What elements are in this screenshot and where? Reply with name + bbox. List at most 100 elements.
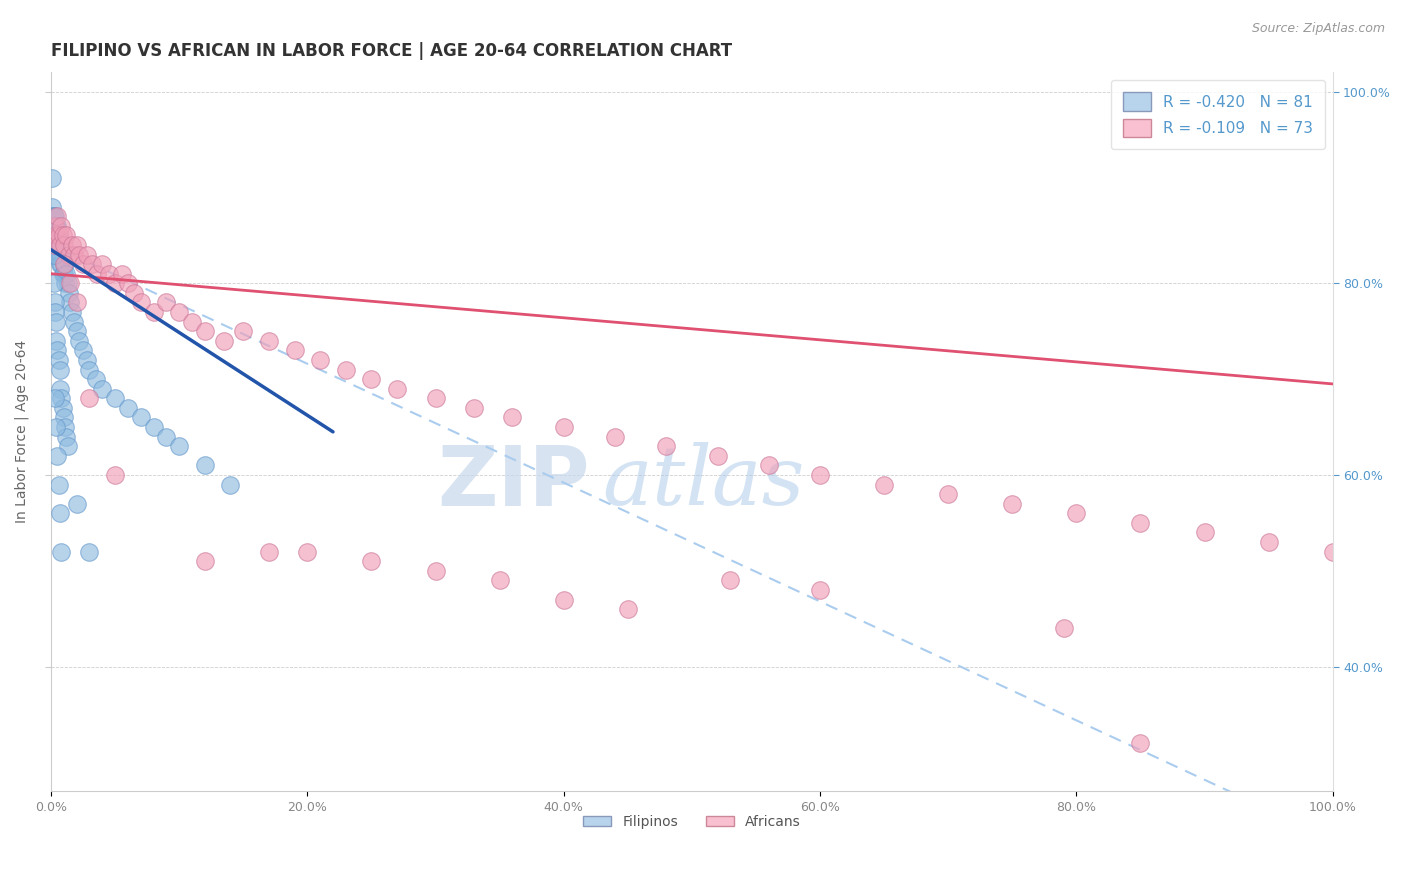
Point bbox=[42, 238, 65, 252]
Point bbox=[212, 334, 235, 348]
Point bbox=[46, 228, 69, 243]
Point bbox=[49, 238, 72, 252]
Point bbox=[1129, 736, 1152, 750]
Point bbox=[49, 382, 72, 396]
Point bbox=[51, 247, 73, 261]
Point bbox=[603, 430, 626, 444]
Point bbox=[56, 439, 79, 453]
Point bbox=[283, 343, 305, 358]
Point bbox=[194, 554, 217, 568]
Point bbox=[655, 439, 678, 453]
Legend: Filipinos, Africans: Filipinos, Africans bbox=[578, 810, 806, 835]
Point bbox=[46, 247, 69, 261]
Point bbox=[1129, 516, 1152, 530]
Point bbox=[53, 420, 76, 434]
Point bbox=[79, 362, 101, 376]
Point bbox=[360, 372, 382, 386]
Point bbox=[67, 334, 90, 348]
Point bbox=[167, 305, 190, 319]
Text: Source: ZipAtlas.com: Source: ZipAtlas.com bbox=[1251, 22, 1385, 36]
Point bbox=[42, 228, 65, 243]
Point bbox=[553, 592, 575, 607]
Point bbox=[488, 574, 510, 588]
Point bbox=[309, 353, 332, 368]
Point bbox=[49, 247, 72, 261]
Point bbox=[617, 602, 640, 616]
Point bbox=[59, 295, 82, 310]
Point bbox=[86, 267, 108, 281]
Point bbox=[124, 285, 146, 300]
Point bbox=[44, 209, 66, 223]
Point bbox=[181, 315, 204, 329]
Point bbox=[91, 382, 114, 396]
Point bbox=[52, 257, 75, 271]
Point bbox=[45, 334, 67, 348]
Point bbox=[79, 544, 101, 558]
Point bbox=[718, 574, 741, 588]
Point bbox=[44, 228, 66, 243]
Point bbox=[49, 506, 72, 520]
Point bbox=[51, 544, 73, 558]
Point bbox=[72, 343, 94, 358]
Point bbox=[1052, 621, 1074, 635]
Point bbox=[51, 257, 73, 271]
Point bbox=[1066, 506, 1088, 520]
Point bbox=[58, 285, 80, 300]
Point bbox=[41, 219, 63, 233]
Point bbox=[155, 430, 177, 444]
Point bbox=[79, 392, 101, 406]
Point bbox=[1257, 535, 1279, 549]
Point bbox=[44, 247, 66, 261]
Point bbox=[44, 392, 66, 406]
Point bbox=[58, 247, 80, 261]
Point bbox=[45, 219, 67, 233]
Point bbox=[51, 267, 73, 281]
Point bbox=[42, 219, 65, 233]
Point bbox=[52, 267, 75, 281]
Point bbox=[44, 238, 66, 252]
Point bbox=[52, 410, 75, 425]
Point bbox=[51, 228, 73, 243]
Point bbox=[501, 410, 523, 425]
Point bbox=[44, 219, 66, 233]
Point bbox=[59, 277, 82, 291]
Point bbox=[257, 334, 280, 348]
Point bbox=[55, 228, 77, 243]
Point bbox=[425, 392, 447, 406]
Point bbox=[104, 392, 127, 406]
Point bbox=[48, 228, 70, 243]
Point bbox=[44, 219, 66, 233]
Point bbox=[46, 209, 69, 223]
Point bbox=[758, 458, 780, 473]
Point bbox=[297, 544, 319, 558]
Point bbox=[335, 362, 357, 376]
Point bbox=[706, 449, 728, 463]
Point bbox=[219, 477, 242, 491]
Point bbox=[129, 410, 152, 425]
Point bbox=[1322, 544, 1344, 558]
Point bbox=[51, 401, 73, 415]
Point bbox=[45, 247, 67, 261]
Point bbox=[97, 267, 120, 281]
Point bbox=[385, 382, 408, 396]
Point bbox=[76, 353, 98, 368]
Point bbox=[67, 247, 90, 261]
Point bbox=[46, 449, 69, 463]
Point bbox=[45, 228, 67, 243]
Point bbox=[104, 277, 127, 291]
Point bbox=[48, 353, 70, 368]
Point bbox=[60, 305, 83, 319]
Point bbox=[463, 401, 485, 415]
Point bbox=[66, 324, 89, 338]
Point bbox=[232, 324, 254, 338]
Point bbox=[167, 439, 190, 453]
Point bbox=[257, 544, 280, 558]
Point bbox=[45, 420, 67, 434]
Point bbox=[53, 257, 76, 271]
Point bbox=[51, 247, 73, 261]
Point bbox=[42, 247, 65, 261]
Point bbox=[48, 238, 70, 252]
Point bbox=[41, 200, 63, 214]
Point bbox=[56, 277, 79, 291]
Point bbox=[55, 267, 77, 281]
